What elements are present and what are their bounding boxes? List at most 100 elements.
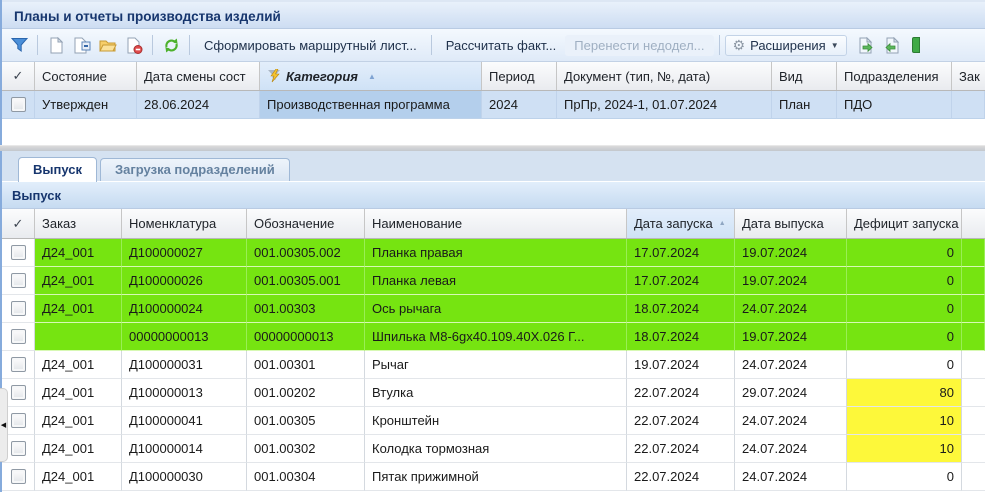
column-header-kind[interactable]: Вид [772,62,837,90]
row-checkbox[interactable] [2,435,35,463]
cell-name[interactable]: Втулка [365,379,627,407]
calc-fact-button[interactable]: Рассчитать факт... [445,37,557,53]
filter-icon[interactable] [7,33,31,57]
import-document-icon[interactable] [881,33,905,57]
cell-state-date[interactable]: 28.06.2024 [137,91,260,119]
horizontal-splitter[interactable] [0,145,985,151]
cell-release-date[interactable]: 24.07.2024 [735,435,847,463]
cell-deficit[interactable]: 0 [847,323,962,351]
cell-period[interactable]: 2024 [482,91,557,119]
row-checkbox[interactable] [2,267,35,295]
form-route-list-button[interactable]: Сформировать маршрутный лист... [204,37,417,53]
cell-start-date[interactable]: 17.07.2024 [627,267,735,295]
cell-nomenclature[interactable]: Д100000026 [122,267,247,295]
copy-document-icon[interactable] [70,33,94,57]
cell-nomenclature[interactable]: 00000000013 [122,323,247,351]
cell-name[interactable]: Пятак прижимной [365,463,627,491]
cell-designation[interactable]: 001.00301 [247,351,365,379]
cell-designation[interactable]: 001.00305 [247,407,365,435]
cell-designation[interactable]: 001.00305.001 [247,267,365,295]
cell-release-date[interactable]: 19.07.2024 [735,239,847,267]
cell-deficit[interactable]: 0 [847,295,962,323]
cell-release-date[interactable]: 29.07.2024 [735,379,847,407]
row-checkbox[interactable] [2,463,35,491]
cell-state[interactable]: Утвержден [35,91,137,119]
column-header-nomenclature[interactable]: Номенклатура [122,209,247,238]
cell-nomenclature[interactable]: Д100000041 [122,407,247,435]
cell-nomenclature[interactable]: Д100000030 [122,463,247,491]
cell-name[interactable]: Рычаг [365,351,627,379]
cell-nomenclature[interactable]: Д100000014 [122,435,247,463]
cell-deficit[interactable]: 0 [847,267,962,295]
extensions-button[interactable]: ⚙ Расширения ▼ [724,34,847,56]
cell-start-date[interactable]: 18.07.2024 [627,323,735,351]
cell-deficit[interactable]: 0 [847,239,962,267]
column-header-deficit[interactable]: Дефицит запуска [847,209,962,238]
select-all-header[interactable]: ✓ [2,62,35,90]
cell-nomenclature[interactable]: Д100000024 [122,295,247,323]
cell-nomenclature[interactable]: Д100000027 [122,239,247,267]
cell-release-date[interactable]: 19.07.2024 [735,267,847,295]
cell-start-date[interactable]: 18.07.2024 [627,295,735,323]
column-header-document[interactable]: Документ (тип, №, дата) [557,62,772,90]
cell-divisions[interactable]: ПДО [837,91,952,119]
row-checkbox[interactable] [2,379,35,407]
refresh-icon[interactable] [159,33,183,57]
cell-order[interactable]: Д24_001 [35,239,122,267]
cell-order[interactable]: Д24_001 [35,295,122,323]
cell-start-date[interactable]: 17.07.2024 [627,239,735,267]
cell-start-date[interactable]: 22.07.2024 [627,435,735,463]
cell-order[interactable] [35,323,122,351]
tab-division-load[interactable]: Загрузка подразделений [100,158,290,181]
cell-deficit[interactable]: 10 [847,407,962,435]
tab-output[interactable]: Выпуск [18,157,97,182]
cell-designation[interactable]: 001.00202 [247,379,365,407]
panel-collapse-handle[interactable]: ◀ [0,388,8,462]
column-header-start-date[interactable]: Дата запуска ▲ [627,209,735,238]
cell-nomenclature[interactable]: Д100000013 [122,379,247,407]
cell-deficit[interactable]: 0 [847,463,962,491]
cell-release-date[interactable]: 19.07.2024 [735,323,847,351]
export-document-icon[interactable] [855,33,879,57]
column-header-cut[interactable]: Зак [959,68,980,84]
cell-start-date[interactable]: 22.07.2024 [627,463,735,491]
cell-document[interactable]: ПрПр, 2024-1, 01.07.2024 [557,91,772,119]
cell-category[interactable]: Производственная программа [260,91,482,119]
select-all-header[interactable]: ✓ [2,209,35,238]
cell-start-date[interactable]: 19.07.2024 [627,351,735,379]
cell-order[interactable]: Д24_001 [35,407,122,435]
cell-name[interactable]: Шпилька М8-6gx40.109.40Х.026 Г... [365,323,627,351]
cell-designation[interactable]: 001.00304 [247,463,365,491]
cell-order[interactable]: Д24_001 [35,463,122,491]
cell-deficit[interactable]: 0 [847,351,962,379]
cell-release-date[interactable]: 24.07.2024 [735,407,847,435]
row-checkbox[interactable] [2,323,35,351]
row-checkbox[interactable] [2,351,35,379]
column-header-name[interactable]: Наименование [365,209,627,238]
column-header-state-date[interactable]: Дата смены сост [137,62,260,90]
cell-name[interactable]: Ось рычага [365,295,627,323]
cell-name[interactable]: Планка левая [365,267,627,295]
column-header-release-date[interactable]: Дата выпуска [735,209,847,238]
column-header-period[interactable]: Период [482,62,557,90]
cell-designation[interactable]: 001.00303 [247,295,365,323]
row-checkbox[interactable] [2,407,35,435]
row-checkbox[interactable] [2,239,35,267]
cell-name[interactable]: Колодка тормозная [365,435,627,463]
cell-order[interactable]: Д24_001 [35,379,122,407]
cell-kind[interactable]: План [772,91,837,119]
row-checkbox[interactable] [2,91,35,119]
column-header-category[interactable]: Категория ▲ [260,62,482,90]
column-header-designation[interactable]: Обозначение [247,209,365,238]
column-header-divisions[interactable]: Подразделения [837,62,952,90]
row-checkbox[interactable] [2,295,35,323]
delete-document-icon[interactable] [122,33,146,57]
open-folder-icon[interactable] [96,33,120,57]
cell-designation[interactable]: 001.00302 [247,435,365,463]
cell-order[interactable]: Д24_001 [35,435,122,463]
cell-order[interactable]: Д24_001 [35,351,122,379]
cell-name[interactable]: Кронштейн [365,407,627,435]
new-document-icon[interactable] [44,33,68,57]
cell-cut[interactable] [952,91,985,119]
column-header-state[interactable]: Состояние [35,62,137,90]
